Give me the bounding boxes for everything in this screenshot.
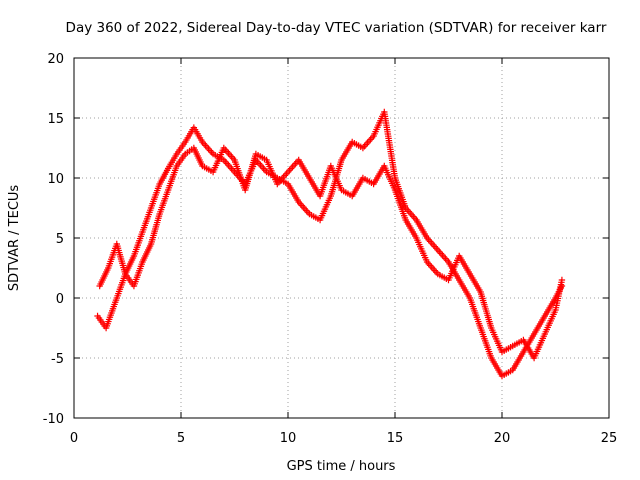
sdtvar-chart: Day 360 of 2022, Sidereal Day-to-day VTE… (0, 0, 640, 480)
axis-ticks: 0 5 10 15 20 25 -10 -5 0 5 10 15 20 (43, 52, 618, 446)
data-series (94, 109, 565, 379)
chart-title: Day 360 of 2022, Sidereal Day-to-day VTE… (66, 20, 607, 36)
y-tick-label: 15 (47, 112, 64, 127)
x-tick-label: 5 (177, 431, 185, 446)
x-tick-label: 15 (387, 431, 404, 446)
series-track-2 (96, 145, 565, 361)
y-tick-label: 20 (47, 52, 64, 67)
y-tick-label: 5 (56, 232, 64, 247)
x-axis-label: GPS time / hours (287, 459, 396, 474)
y-axis-label: SDTVAR / TECUs (7, 185, 22, 292)
x-tick-label: 0 (70, 431, 78, 446)
y-tick-label: -5 (51, 352, 64, 367)
x-tick-label: 10 (280, 431, 297, 446)
y-tick-label: -10 (43, 412, 64, 427)
y-tick-label: 10 (47, 172, 64, 187)
x-tick-label: 20 (494, 431, 511, 446)
x-tick-label: 25 (601, 431, 618, 446)
y-tick-label: 0 (56, 292, 64, 307)
